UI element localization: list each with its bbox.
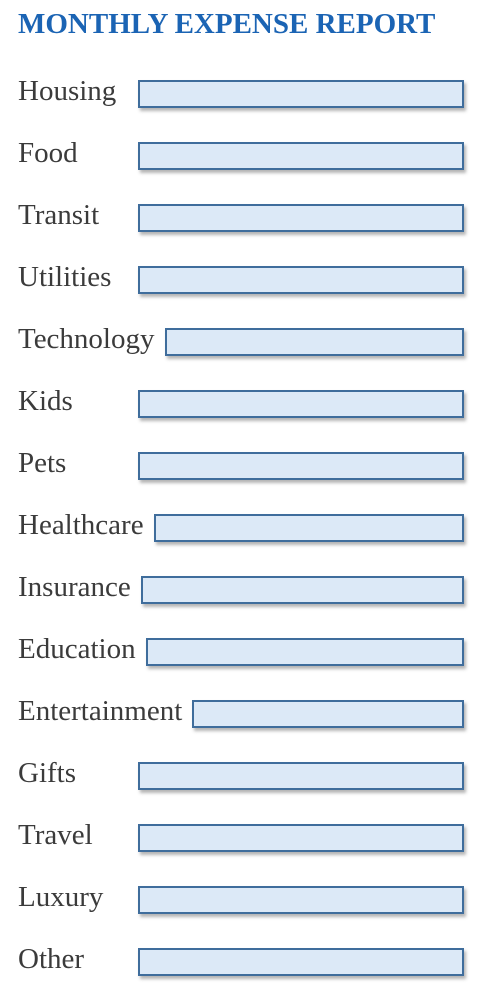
transit-amount-field[interactable] [138,204,464,232]
expense-row-education: Education [0,620,500,682]
expense-row-luxury: Luxury [0,868,500,930]
insurance-amount-field[interactable] [141,576,464,604]
food-amount-field[interactable] [138,142,464,170]
expense-label: Education [18,633,136,665]
expense-row-food: Food [0,124,500,186]
expense-row-technology: Technology [0,310,500,372]
expense-label: Entertainment [18,695,183,727]
entertainment-amount-field[interactable] [192,700,464,728]
technology-amount-field[interactable] [165,328,464,356]
luxury-amount-field[interactable] [138,886,464,914]
expense-row-entertainment: Entertainment [0,682,500,744]
expense-list: Housing Food Transit Utilities Technolog… [0,62,500,992]
expense-row-pets: Pets [0,434,500,496]
expense-label: Kids [18,385,73,417]
pets-amount-field[interactable] [138,452,464,480]
gifts-amount-field[interactable] [138,762,464,790]
expense-label: Insurance [18,571,131,603]
expense-label: Utilities [18,261,112,293]
housing-amount-field[interactable] [138,80,464,108]
expense-row-gifts: Gifts [0,744,500,806]
education-amount-field[interactable] [146,638,464,666]
expense-row-other: Other [0,930,500,992]
expense-label: Travel [18,819,93,851]
expense-row-housing: Housing [0,62,500,124]
travel-amount-field[interactable] [138,824,464,852]
expense-label: Healthcare [18,509,144,541]
expense-label: Housing [18,75,117,107]
expense-label: Food [18,137,78,169]
expense-row-utilities: Utilities [0,248,500,310]
expense-label: Gifts [18,757,76,789]
expense-row-kids: Kids [0,372,500,434]
expense-label: Luxury [18,881,104,913]
expense-label: Technology [18,323,155,355]
kids-amount-field[interactable] [138,390,464,418]
utilities-amount-field[interactable] [138,266,464,294]
expense-label: Transit [18,199,100,231]
expense-label: Pets [18,447,67,479]
healthcare-amount-field[interactable] [154,514,464,542]
expense-row-transit: Transit [0,186,500,248]
page-title: MONTHLY EXPENSE REPORT [18,8,436,40]
expense-row-travel: Travel [0,806,500,868]
expense-label: Other [18,943,85,975]
expense-row-healthcare: Healthcare [0,496,500,558]
other-amount-field[interactable] [138,948,464,976]
expense-row-insurance: Insurance [0,558,500,620]
